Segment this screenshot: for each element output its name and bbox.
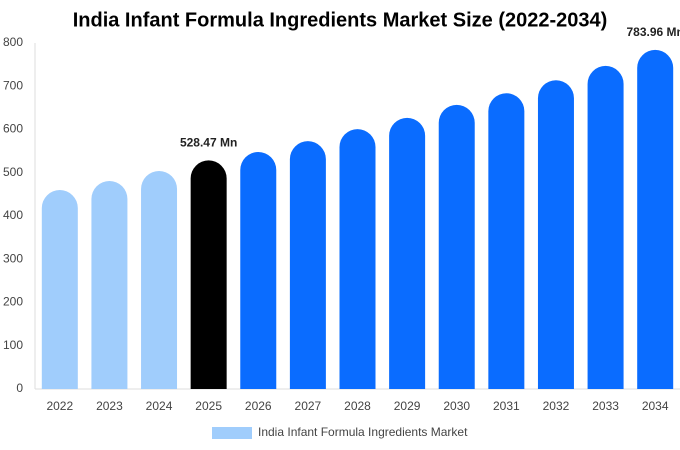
bar: [389, 117, 426, 389]
y-tick-label: 300: [3, 251, 23, 265]
x-tick-label: 2024: [146, 399, 173, 413]
bar: [41, 190, 78, 389]
data-label: 528.47 Mn: [180, 136, 237, 150]
x-tick-label: 2027: [295, 399, 322, 413]
bar: [438, 104, 475, 389]
bar: [339, 129, 376, 389]
y-tick-label: 500: [3, 165, 23, 179]
legend-swatch: [212, 427, 252, 439]
x-tick-label: 2034: [642, 399, 669, 413]
y-tick-label: 800: [3, 35, 23, 49]
data-label: 783.96 Mn: [627, 25, 680, 39]
x-tick-label: 2029: [394, 399, 421, 413]
y-tick-label: 100: [3, 338, 23, 352]
bar: [289, 141, 326, 389]
y-tick-label: 700: [3, 78, 23, 92]
y-tick-label: 600: [3, 122, 23, 136]
x-tick-label: 2026: [245, 399, 272, 413]
bar: [488, 93, 525, 389]
bar: [91, 180, 128, 389]
bar: [240, 151, 277, 389]
bar: [190, 160, 227, 389]
y-tick-label: 200: [3, 295, 23, 309]
x-tick-label: 2022: [46, 399, 73, 413]
x-tick-label: 2023: [96, 399, 123, 413]
bar: [587, 65, 624, 390]
x-tick-label: 2031: [493, 399, 520, 413]
y-tick-label: 400: [3, 208, 23, 222]
x-tick-label: 2028: [344, 399, 371, 413]
y-tick-label: 0: [16, 381, 23, 395]
bar: [141, 171, 178, 389]
legend-label: India Infant Formula Ingredients Market: [258, 425, 468, 439]
bar: [537, 80, 574, 389]
x-tick-label: 2032: [543, 399, 570, 413]
bar: [637, 49, 674, 389]
x-tick-label: 2033: [592, 399, 619, 413]
x-tick-label: 2030: [443, 399, 470, 413]
chart-title: India Infant Formula Ingredients Market …: [73, 9, 608, 31]
x-tick-label: 2025: [195, 399, 222, 413]
